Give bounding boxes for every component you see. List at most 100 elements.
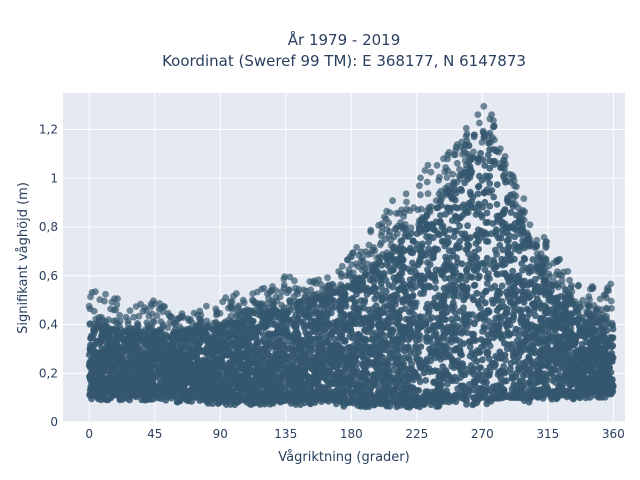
data-point xyxy=(475,301,482,308)
data-point xyxy=(308,364,316,372)
data-point xyxy=(475,312,483,320)
data-point xyxy=(351,286,359,294)
data-point xyxy=(434,204,442,212)
data-point xyxy=(438,237,446,245)
data-point xyxy=(361,327,368,334)
data-point xyxy=(253,327,261,335)
data-point xyxy=(429,225,437,233)
data-point xyxy=(466,343,474,351)
data-point xyxy=(564,354,572,362)
data-point xyxy=(471,281,479,289)
data-point xyxy=(397,249,404,257)
data-point xyxy=(511,241,519,248)
data-point xyxy=(546,290,554,297)
data-point xyxy=(174,398,182,406)
data-point xyxy=(482,237,490,245)
data-point xyxy=(504,274,511,282)
data-point xyxy=(484,348,492,356)
data-point xyxy=(373,292,380,299)
data-point xyxy=(590,335,598,342)
data-point xyxy=(415,348,422,356)
data-point xyxy=(330,298,338,305)
data-point xyxy=(422,320,430,328)
data-point xyxy=(400,354,408,362)
data-point xyxy=(253,341,260,349)
data-point xyxy=(426,233,433,241)
data-point xyxy=(278,319,285,327)
data-point xyxy=(423,335,430,342)
data-point xyxy=(237,342,245,350)
data-point xyxy=(354,305,362,313)
data-point xyxy=(478,213,486,221)
data-point xyxy=(514,306,522,313)
data-point xyxy=(136,332,144,339)
data-point xyxy=(405,265,412,273)
data-point xyxy=(139,337,147,344)
data-point xyxy=(475,364,483,372)
data-point xyxy=(426,261,434,268)
data-point xyxy=(458,329,466,337)
data-point xyxy=(193,339,200,347)
data-point xyxy=(507,209,515,216)
data-point xyxy=(483,186,491,194)
data-point xyxy=(154,343,162,351)
data-point xyxy=(505,242,513,250)
data-point xyxy=(417,251,425,259)
data-point xyxy=(525,398,533,406)
data-point xyxy=(462,276,470,284)
data-point xyxy=(444,266,451,273)
data-point xyxy=(538,329,545,337)
data-point xyxy=(193,370,200,378)
data-point xyxy=(479,203,487,211)
data-point xyxy=(413,337,420,345)
chart-subtitle: Koordinat (Sweref 99 TM): E 368177, N 61… xyxy=(162,52,526,70)
data-point xyxy=(423,282,431,290)
data-point xyxy=(474,274,482,282)
data-point xyxy=(121,336,129,344)
data-point xyxy=(432,284,439,292)
data-point xyxy=(404,371,412,378)
data-point xyxy=(533,260,541,267)
data-point xyxy=(390,255,397,263)
data-point xyxy=(429,254,436,262)
data-point xyxy=(604,369,611,376)
data-point xyxy=(243,328,251,336)
data-point xyxy=(366,276,374,284)
data-point xyxy=(565,319,573,326)
data-point xyxy=(503,323,511,331)
data-point xyxy=(483,209,491,217)
data-point xyxy=(437,212,444,219)
data-point xyxy=(268,330,276,338)
data-point xyxy=(243,335,251,343)
data-point xyxy=(464,322,471,330)
data-point xyxy=(162,340,170,348)
data-point xyxy=(492,226,500,234)
data-point xyxy=(363,290,371,298)
data-point xyxy=(157,333,165,341)
data-point xyxy=(372,302,380,309)
data-point xyxy=(294,316,302,324)
data-point xyxy=(483,280,491,287)
data-point xyxy=(311,310,318,317)
data-point xyxy=(474,208,482,216)
data-point xyxy=(273,311,281,319)
data-point xyxy=(363,284,371,292)
data-point xyxy=(429,299,437,307)
data-point xyxy=(292,311,300,319)
data-point xyxy=(201,379,208,387)
data-point xyxy=(299,318,307,326)
data-point xyxy=(500,312,508,320)
data-point xyxy=(496,348,504,356)
data-point xyxy=(512,325,520,333)
data-point xyxy=(146,366,154,374)
data-point xyxy=(379,296,386,304)
data-point xyxy=(395,286,403,294)
data-point xyxy=(474,155,482,162)
data-point xyxy=(511,255,518,263)
data-point xyxy=(173,339,181,347)
data-point xyxy=(208,340,216,347)
data-point xyxy=(480,325,488,333)
data-point xyxy=(553,312,561,320)
data-point xyxy=(509,267,517,275)
